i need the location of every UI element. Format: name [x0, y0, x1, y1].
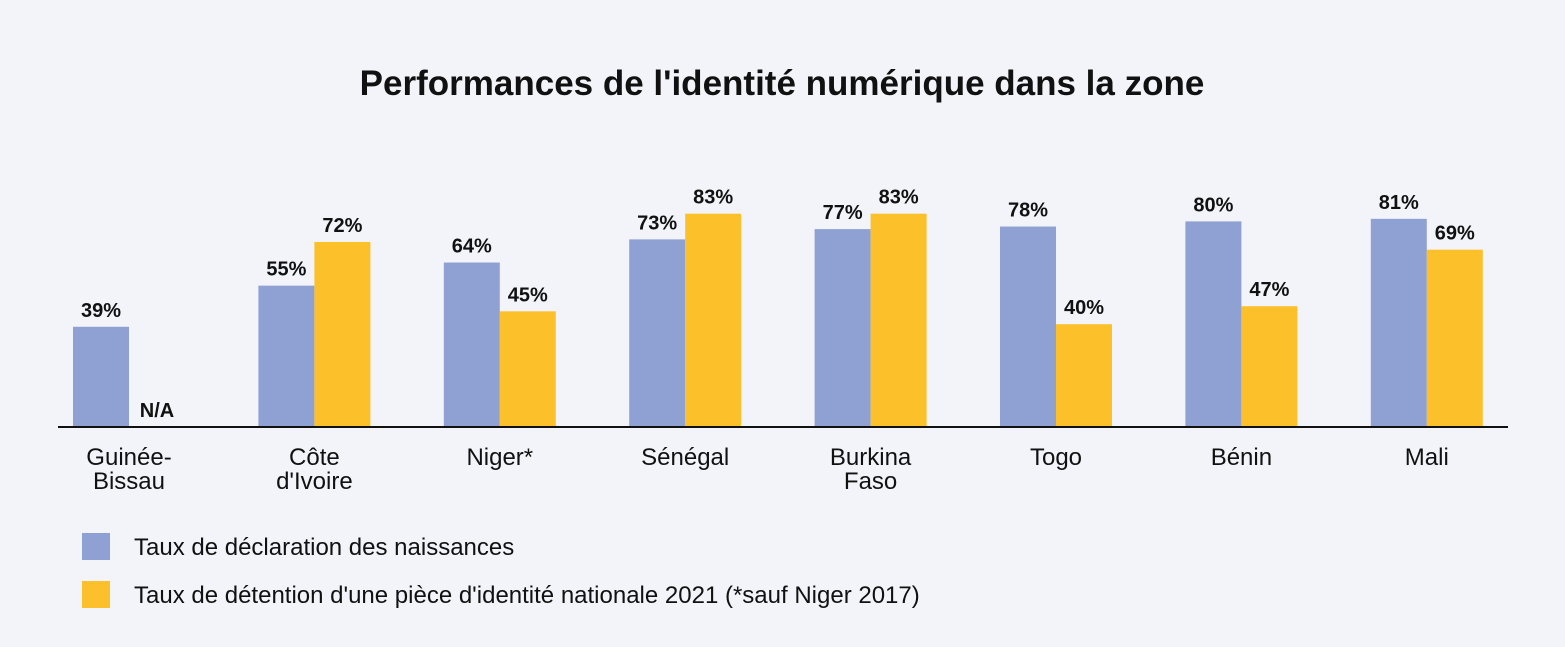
bar-s0-c3 — [629, 239, 686, 427]
value-label-s0-c1: 55% — [266, 259, 306, 281]
value-labels-group: 39% N/A 55% 72% 64% 45% 73% 83% 77% 83% 78% 40% 80% 4… — [81, 187, 1475, 422]
category-label-1-line-1: d'Ivoire — [276, 468, 353, 495]
bar-s1-c1 — [314, 241, 371, 427]
value-label-s1-c5: 40% — [1064, 297, 1104, 319]
bar-s1-c4 — [870, 213, 927, 427]
value-label-s0-c4: 77% — [823, 202, 863, 224]
value-label-s1-c7: 69% — [1435, 223, 1475, 245]
legend-swatch-birth-registration — [82, 533, 110, 560]
category-label-1-line-0: Côte — [289, 444, 340, 471]
bar-s0-c4 — [814, 229, 871, 427]
category-label-3-line-0: Sénégal — [641, 444, 729, 471]
category-label-0-line-0: Guinée- — [86, 444, 171, 471]
value-label-s1-c1: 72% — [322, 215, 362, 237]
category-label-2-line-0: Niger* — [466, 444, 533, 471]
value-label-s0-c7: 81% — [1379, 192, 1419, 214]
legend: Taux de déclaration des naissances Taux … — [82, 533, 920, 609]
bar-s0-c6 — [1185, 221, 1242, 427]
legend-label-national-id: Taux de détention d'une pièce d'identité… — [134, 582, 920, 609]
value-label-s1-c2: 45% — [508, 284, 548, 306]
value-label-s0-c0: 39% — [81, 300, 121, 322]
bar-s1-c3 — [685, 213, 742, 427]
value-label-s0-c6: 80% — [1193, 194, 1233, 216]
bar-s1-c5 — [1056, 324, 1112, 427]
legend-swatch-national-id — [82, 581, 110, 608]
category-label-5-line-0: Togo — [1030, 444, 1082, 471]
bar-s1-c2 — [499, 311, 556, 427]
value-label-s0-c3: 73% — [637, 212, 677, 234]
value-label-s1-c0: N/A — [140, 400, 174, 422]
bars-group — [73, 213, 1483, 427]
category-label-6-line-0: Bénin — [1211, 444, 1272, 471]
category-label-4-line-1: Faso — [844, 468, 897, 495]
value-label-s0-c5: 78% — [1008, 200, 1048, 222]
chart-title: Performances de l'identité numérique dan… — [360, 64, 1205, 103]
bar-s0-c1 — [258, 285, 315, 427]
category-label-4-line-0: Burkina — [830, 444, 912, 471]
value-label-s1-c4: 83% — [879, 187, 919, 209]
category-label-7-line-0: Mali — [1405, 444, 1449, 471]
bar-s0-c7 — [1370, 218, 1427, 427]
category-label-0-line-1: Bissau — [93, 468, 165, 495]
bar-s0-c2 — [443, 262, 500, 427]
bar-s1-c6 — [1241, 306, 1298, 427]
value-label-s1-c6: 47% — [1249, 279, 1289, 301]
bar-s1-c7 — [1426, 249, 1483, 427]
value-label-s0-c2: 64% — [452, 236, 492, 258]
bar-s0-c0 — [73, 326, 129, 427]
value-label-s1-c3: 83% — [693, 187, 733, 209]
bar-s0-c5 — [1000, 226, 1056, 427]
legend-label-birth-registration: Taux de déclaration des naissances — [134, 534, 514, 561]
